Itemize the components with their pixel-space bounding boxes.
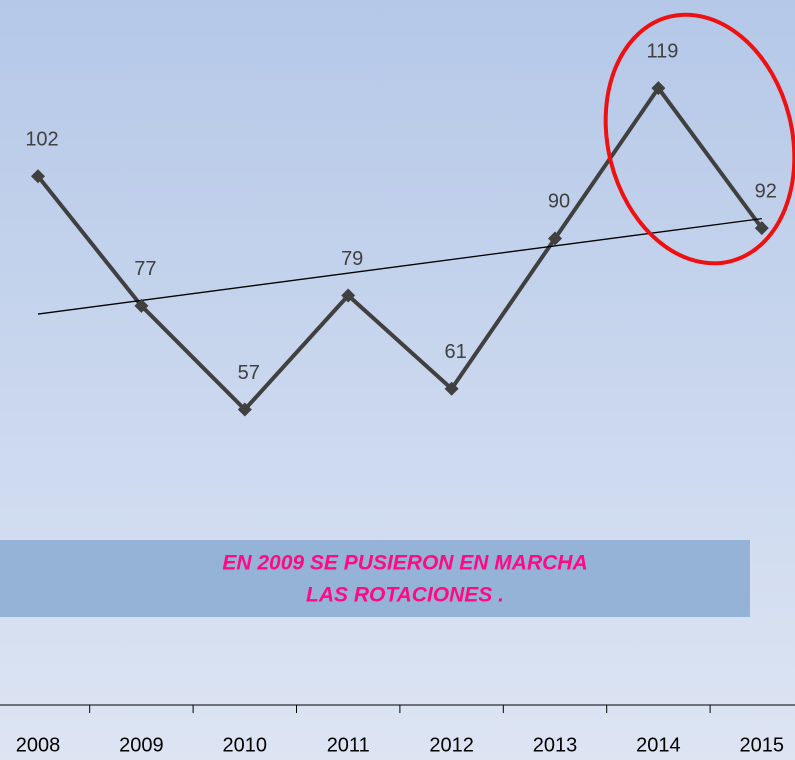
data-label: 79 [341,248,363,270]
data-label: 102 [25,129,58,151]
marker [341,288,356,303]
marker [237,402,252,417]
marker [754,221,769,236]
line [36,84,764,413]
data-label: 57 [238,362,260,384]
data-label: 61 [444,341,466,363]
trend-line [37,217,762,315]
marker [444,381,459,396]
x-tick-label: 2012 [429,734,474,756]
x-tick-label: 2010 [223,734,268,756]
x-tick-label: 2009 [119,734,164,756]
marker [31,169,45,184]
data-label: 119 [646,40,678,62]
data-label: 77 [134,258,156,280]
highlight-circle [603,12,795,266]
annotation-box [0,540,750,617]
data-label: 90 [548,191,570,213]
data-label: 92 [755,180,777,202]
x-tick-label: 2011 [327,734,370,756]
marker [134,298,149,313]
x-tick-label: 2014 [636,734,681,756]
marker [651,81,666,96]
x-tick-label: 2008 [16,734,61,756]
x-tick-label: 2015 [740,734,785,756]
marker [548,231,562,246]
annotation-line: LAS ROTACIONES . [306,584,504,607]
x-tick-label: 2013 [533,734,578,756]
annotation-line: EN 2009 SE PUSIERON EN MARCHA [222,552,587,575]
